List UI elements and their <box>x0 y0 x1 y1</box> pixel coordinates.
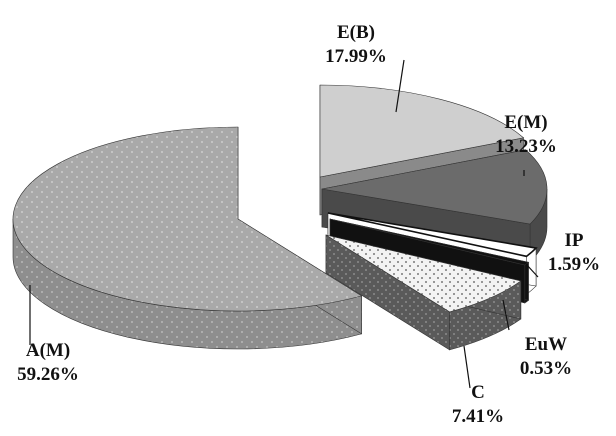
slice-label: E(M) <box>504 112 547 133</box>
slice-value-label: 59.26% <box>17 364 79 385</box>
slice-label: IP <box>565 230 584 251</box>
leader-line <box>463 345 471 389</box>
slice-label: EuW <box>525 334 567 355</box>
slice-top <box>325 234 522 313</box>
slice-top <box>321 149 548 225</box>
slice-label: E(B) <box>337 22 375 43</box>
slice-top <box>319 84 525 178</box>
slice-value-label: 0.53% <box>520 358 572 379</box>
slice-value-label: 1.59% <box>548 254 600 275</box>
leader-line <box>525 263 539 278</box>
leader-line <box>395 59 405 113</box>
slice-c <box>325 234 522 351</box>
slice-label: A(M) <box>26 340 70 361</box>
slice-value-label: 13.23% <box>495 136 557 157</box>
slice-am <box>12 126 363 350</box>
slice-top <box>329 218 530 266</box>
slice-em <box>321 149 548 263</box>
slice-label: C <box>471 382 485 403</box>
slice-value-label: 7.41% <box>452 406 504 427</box>
slice-top <box>327 212 538 258</box>
slice-value-label: 17.99% <box>325 46 387 67</box>
slice-top <box>12 126 363 312</box>
leader-line <box>502 299 510 331</box>
